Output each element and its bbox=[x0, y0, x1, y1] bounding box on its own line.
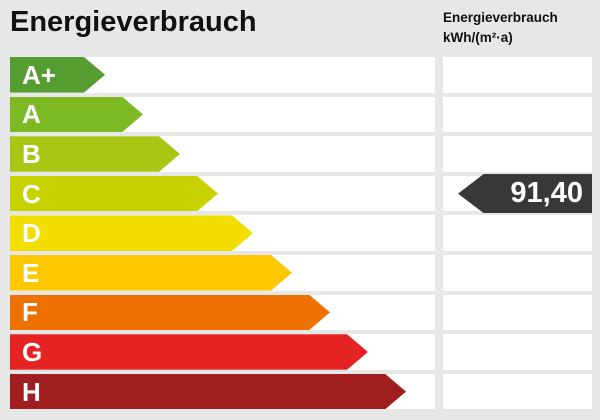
page-title: Energieverbrauch bbox=[10, 6, 257, 38]
scale-row-D: D bbox=[0, 215, 600, 251]
scale-row-B: B bbox=[0, 136, 600, 172]
scale-arrow-E: E bbox=[10, 255, 292, 291]
scale-arrow-F: F bbox=[10, 295, 330, 331]
unit-header: Energieverbrauch kWh/(m²·a) bbox=[443, 8, 593, 48]
scale-arrow-B: B bbox=[10, 136, 180, 172]
scale-letter: B bbox=[22, 138, 41, 169]
scale-arrow-A: A bbox=[10, 97, 143, 133]
scale-row-A+: A+ bbox=[0, 57, 600, 93]
scale-arrow-D: D bbox=[10, 215, 253, 251]
scale-arrow-C: C bbox=[10, 176, 218, 212]
scale-letter: F bbox=[22, 297, 38, 328]
unit-header-line1: Energieverbrauch bbox=[443, 10, 558, 25]
row-value-cell bbox=[443, 96, 592, 133]
scale-row-H: H bbox=[0, 373, 600, 410]
scale-letter: C bbox=[22, 178, 41, 209]
scale-row-A: A bbox=[0, 96, 600, 133]
scale-letter: D bbox=[22, 218, 41, 249]
scale-letter: E bbox=[22, 257, 40, 288]
value-badge: 91,40 bbox=[458, 173, 592, 214]
row-value-cell bbox=[443, 334, 592, 370]
scale-letter: G bbox=[22, 336, 43, 367]
scale-arrow-H: H bbox=[10, 374, 406, 410]
scale-arrow-A+: A+ bbox=[10, 57, 105, 93]
row-value-cell bbox=[443, 255, 592, 291]
row-value-cell bbox=[443, 373, 592, 410]
scale-row-F: F bbox=[0, 294, 600, 331]
unit-header-line2: kWh/(m²·a) bbox=[443, 30, 513, 45]
scale-letter: A+ bbox=[22, 59, 56, 90]
scale-letter: H bbox=[22, 376, 41, 407]
scale-row-E: E bbox=[0, 255, 600, 291]
row-value-cell bbox=[443, 294, 592, 331]
row-value-cell bbox=[443, 215, 592, 251]
scale-row-G: G bbox=[0, 334, 600, 370]
scale-letter: A bbox=[22, 99, 41, 130]
row-value-cell bbox=[443, 136, 592, 172]
value-text: 91,40 bbox=[510, 177, 583, 210]
scale-arrow-G: G bbox=[10, 334, 368, 370]
row-value-cell bbox=[443, 57, 592, 93]
